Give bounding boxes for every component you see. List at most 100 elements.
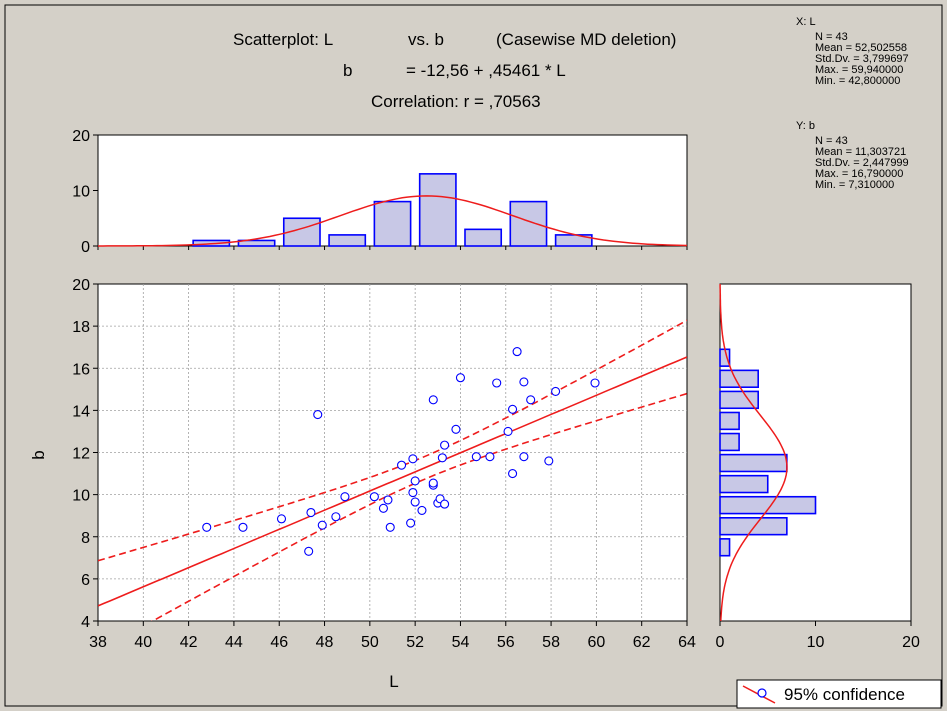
data-point <box>313 410 323 420</box>
title-line1-mid: vs. b <box>408 30 444 49</box>
data-point <box>492 378 502 388</box>
data-point <box>202 522 212 532</box>
top-hist-bar <box>464 228 503 247</box>
stats-y-header: Y: b <box>796 120 815 132</box>
x-tick-label: 46 <box>270 634 288 651</box>
y-tick-label: 14 <box>72 403 90 420</box>
regression-line <box>98 356 687 607</box>
data-point <box>440 499 450 509</box>
x-axis-label: L <box>389 672 398 691</box>
outer-frame <box>4 4 943 707</box>
data-point <box>455 373 466 383</box>
top-hist-bar <box>418 173 457 247</box>
top-hist-y-tick-label: 20 <box>72 128 90 145</box>
right-histogram-panel <box>719 283 912 622</box>
x-tick-label: 58 <box>542 634 560 651</box>
title-line3: Correlation: r = ,70563 <box>371 92 541 111</box>
legend-box <box>736 679 942 709</box>
right-hist-bar <box>719 411 740 431</box>
top-hist-bar <box>373 200 412 247</box>
data-point <box>508 469 518 479</box>
x-tick-label: 56 <box>497 634 515 651</box>
x-tick-label: 38 <box>89 634 107 651</box>
x-tick-label: 50 <box>361 634 379 651</box>
stats-y-line: Mean = 11,303721 <box>815 146 906 158</box>
stats-x-line: Max. = 59,940000 <box>815 64 903 76</box>
data-point <box>317 520 327 530</box>
data-point <box>417 505 427 515</box>
data-point <box>451 424 461 434</box>
top-hist-bar <box>509 200 548 247</box>
data-point <box>304 546 314 556</box>
data-point <box>410 476 420 486</box>
data-point <box>397 460 407 470</box>
data-point <box>385 522 395 532</box>
top-hist-normal-curve <box>98 195 688 247</box>
x-tick-label: 44 <box>225 634 243 651</box>
data-point <box>519 377 529 387</box>
y-tick-label: 6 <box>81 572 90 589</box>
y-tick-label: 8 <box>81 530 90 547</box>
data-point <box>428 395 438 405</box>
legend-label: 95% confidence <box>784 685 905 704</box>
x-tick-label: 60 <box>587 634 605 651</box>
right-hist-bar <box>719 390 760 410</box>
data-point <box>551 386 561 396</box>
data-point <box>378 503 388 513</box>
data-point <box>590 378 600 388</box>
data-point <box>526 395 536 405</box>
legend[interactable]: 95% confidence <box>736 679 942 709</box>
x-tick-label: 54 <box>452 634 470 651</box>
data-point <box>369 492 379 502</box>
stats-x-line: Min. = 42,800000 <box>815 75 900 87</box>
data-point <box>440 440 450 450</box>
data-point <box>238 522 248 532</box>
right-hist-bar <box>719 453 788 473</box>
legend-point-swatch <box>757 688 767 698</box>
stats-x-line: Mean = 52,502558 <box>815 42 907 54</box>
data-point <box>383 495 393 505</box>
regression-group <box>98 319 687 621</box>
stats-y-line: Max. = 16,790000 <box>815 168 903 180</box>
x-tick-label: 42 <box>180 634 198 651</box>
title-line1-left: Scatterplot: L <box>233 30 333 49</box>
y-axis-label: b <box>29 450 48 459</box>
confidence-band-lower <box>150 392 687 621</box>
right-hist-x-tick-label: 20 <box>902 634 920 651</box>
data-point <box>408 454 418 464</box>
y-tick-label: 16 <box>72 361 90 378</box>
right-hist-normal-curve <box>719 284 788 622</box>
y-tick-label: 4 <box>81 614 90 631</box>
title-line2-right: = -12,56 + ,45461 * L <box>406 61 566 80</box>
stats-x-line: N = 43 <box>815 31 848 43</box>
stats-y-line: Min. = 7,310000 <box>815 179 894 191</box>
right-hist-bar <box>719 538 731 557</box>
y-tick-label: 18 <box>72 319 90 336</box>
x-tick-label: 48 <box>316 634 334 651</box>
data-point <box>428 478 438 488</box>
right-hist-bar <box>719 516 788 536</box>
data-point <box>519 452 529 462</box>
y-tick-label: 10 <box>72 488 90 505</box>
stats-y-line: Std.Dv. = 2,447999 <box>815 157 909 169</box>
y-tick-label: 20 <box>72 277 90 294</box>
x-tick-label: 64 <box>678 634 696 651</box>
data-point <box>503 426 513 436</box>
data-point <box>437 453 447 463</box>
right-histogram: 0 10 20 <box>716 284 920 651</box>
right-hist-bar <box>719 432 740 452</box>
data-point <box>306 507 316 518</box>
x-tick-label: 52 <box>406 634 424 651</box>
top-hist-y-tick-label: 10 <box>72 184 90 201</box>
data-point <box>508 404 518 414</box>
data-point <box>331 512 341 522</box>
data-point <box>406 518 416 528</box>
confidence-band-upper <box>98 319 687 562</box>
data-point <box>276 514 287 524</box>
data-point <box>340 492 350 502</box>
stats-x-line: Std.Dv. = 3,799697 <box>815 53 909 65</box>
top-hist-bar <box>237 239 276 247</box>
scatter-plot: 38 40 42 44 46 48 50 52 54 56 58 60 62 64468101214161… <box>72 277 696 651</box>
